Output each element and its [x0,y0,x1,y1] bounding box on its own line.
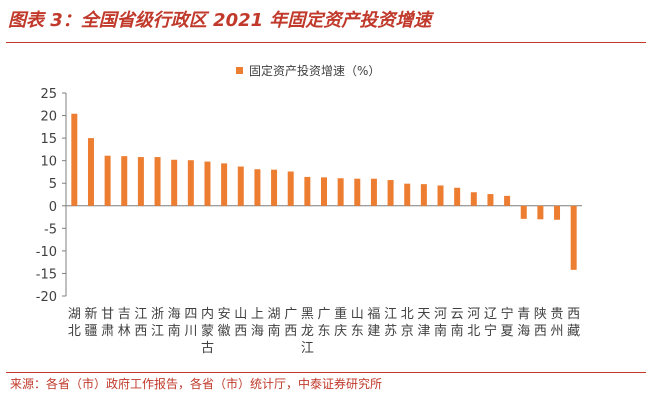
bar [254,169,261,206]
y-tick-label: 10 [40,155,57,170]
y-tick-label: -20 [36,290,57,305]
bar [554,205,561,220]
x-tick-label: 浙江 [151,307,164,339]
bar [204,161,211,206]
x-tick-label: 云南 [451,307,464,339]
y-tick-label: -5 [44,222,57,237]
bar [370,178,377,206]
x-tick-label: 西藏 [567,307,580,339]
bar [337,178,344,206]
x-tick-label: 北京 [401,307,414,339]
bar [104,155,111,206]
x-tick-label: 内蒙古 [201,306,214,356]
bar-chart: 固定资产投资增速（%） 25 20 15 10 5 0 -5 -10 -15 -20 湖北新疆甘肃吉林… [36,63,582,356]
bar [537,205,544,220]
bar [137,157,144,206]
bar [454,187,461,206]
x-tick-label: 广西 [284,307,297,339]
x-tick-label: 四川 [184,307,197,339]
bar [287,171,294,206]
bar [121,156,128,206]
x-tick-label: 湖南 [268,307,281,339]
x-tick-label: 辽宁 [484,307,497,339]
bar [354,178,361,206]
y-tick-label: 20 [40,110,57,125]
x-tick-label: 宁夏 [501,306,514,339]
x-tick-label: 天津 [417,307,430,339]
x-tick-label: 重庆 [334,306,347,339]
page-title: 图表 3：全国省级行政区 2021 年固定资产投资增速 [8,10,432,31]
x-tick-label: 海南 [168,307,181,339]
bar [504,195,511,206]
y-tick-label: 25 [40,87,57,102]
bar [420,184,427,206]
x-tick-label: 新疆 [84,306,97,339]
x-tick-label: 陕西 [534,307,547,339]
bar [470,192,477,206]
source-divider [6,372,646,373]
bar [271,169,278,206]
x-tick-label: 贵州 [551,307,564,339]
y-tick-label: 0 [49,200,57,215]
bar [171,159,178,206]
bar [570,205,577,270]
x-tick-label: 安徽 [218,307,231,339]
source-note: 来源：各省（市）政府工作报告，各省（市）统计厅，中泰证券研究所 [10,377,383,391]
x-tick-label: 江苏 [384,307,397,339]
bar [187,160,194,206]
x-tick-label: 吉林 [118,307,131,339]
bar [71,113,78,206]
bar [520,205,527,219]
y-tick-label: -15 [36,267,57,282]
x-tick-label: 山西 [234,307,247,339]
x-tick-label: 青海 [517,307,530,339]
bar [404,183,411,206]
bar [321,177,327,206]
bar [487,194,494,206]
bar [437,185,444,206]
bar [221,163,228,206]
title-divider [6,42,646,43]
x-tick-label: 湖北 [68,307,81,339]
y-tick-label: -10 [36,245,57,260]
x-tick-label: 上海 [251,307,264,339]
x-tick-label: 河南 [434,307,447,339]
y-tick-label: 5 [49,177,57,192]
x-tick-label: 黑龙江 [301,307,314,356]
y-tick-label: 15 [40,132,57,147]
x-tick-label: 河北 [467,307,480,339]
legend-label: 固定资产投资增速（%） [249,63,380,78]
x-tick-label: 山东 [351,307,364,339]
bar [304,176,311,206]
legend-swatch [236,67,243,74]
bar [154,157,161,206]
x-tick-label: 广东 [317,307,330,339]
bar [87,138,94,206]
x-tick-label: 江西 [134,307,147,339]
bar [387,180,394,206]
bar [237,166,244,206]
x-tick-label: 福建 [367,307,380,339]
x-tick-label: 甘肃 [101,307,114,339]
